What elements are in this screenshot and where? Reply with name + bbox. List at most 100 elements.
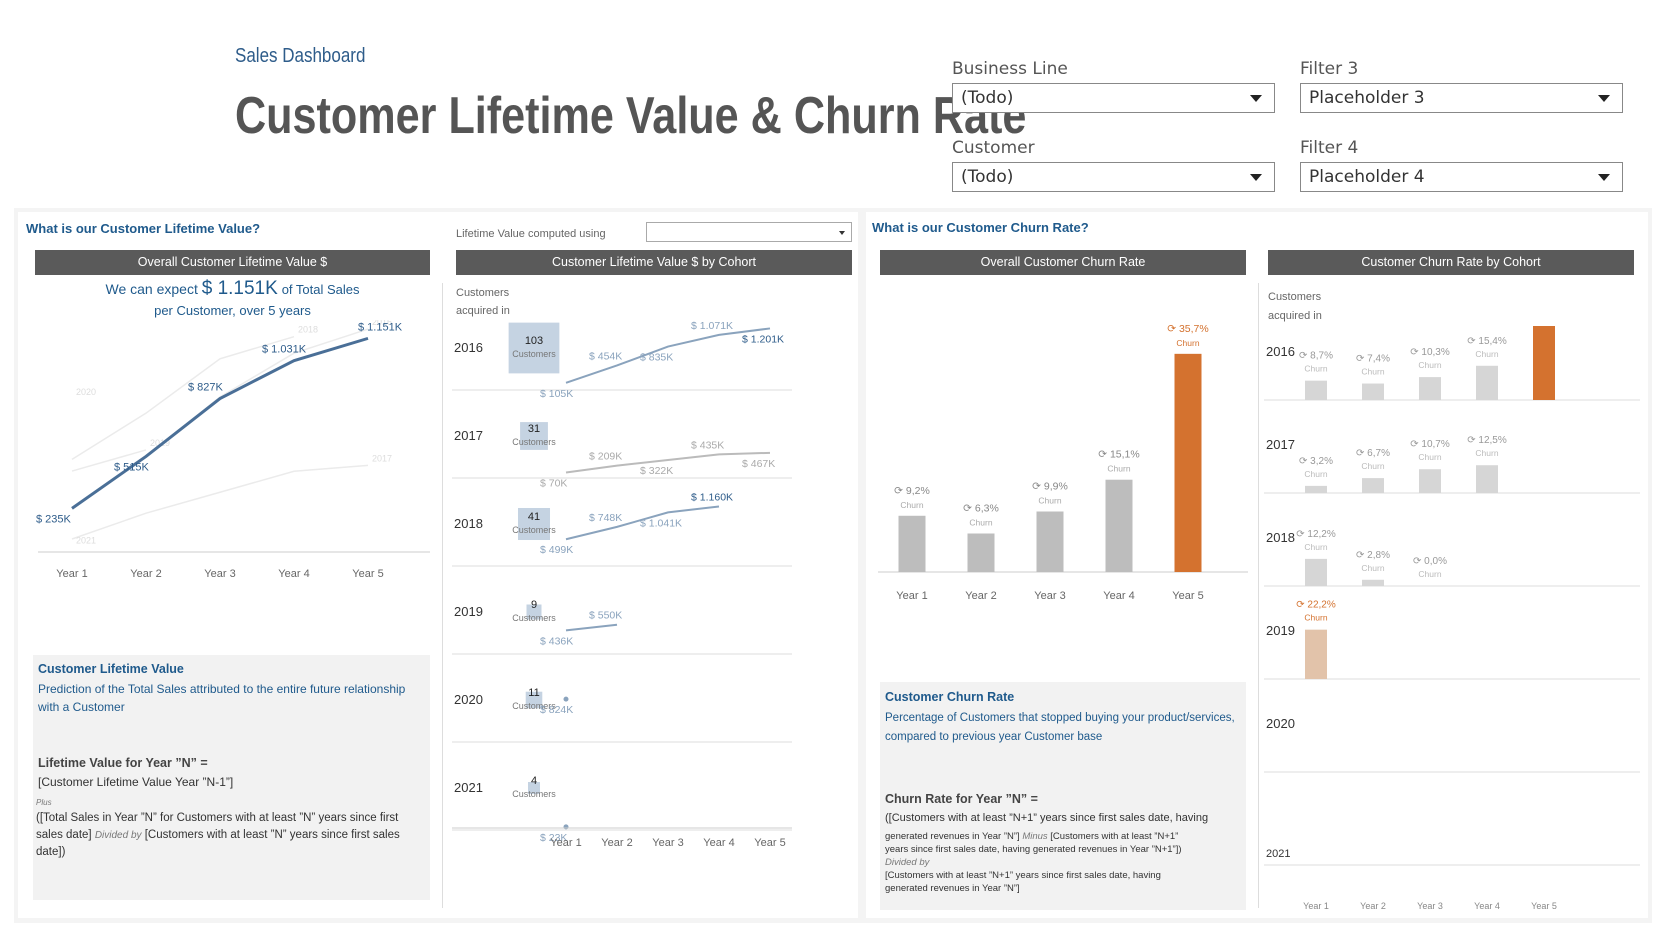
churn-formula-divided: Divided by	[885, 857, 930, 868]
cohort-year-label: 2018	[1266, 530, 1295, 545]
clv-line	[71, 336, 369, 510]
background-line-label: 2021	[76, 536, 96, 546]
cohort-line	[565, 327, 771, 384]
cohort-year-label: 2020	[1266, 716, 1295, 731]
cohort-line	[565, 623, 618, 632]
data-label: ⟳ 6,3%	[963, 503, 999, 515]
chevron-down-icon	[1250, 95, 1262, 102]
data-label: ⟳ 7,4%	[1356, 354, 1390, 365]
x-tick-label: Year 5	[754, 837, 785, 849]
data-label: $ 515K	[114, 461, 150, 473]
data-label: $ 23K	[540, 832, 567, 844]
x-tick-label: Year 2	[965, 590, 996, 602]
customer-count: 31	[528, 423, 540, 435]
churn-word: Churn	[1475, 349, 1498, 359]
filter-business-line-label: Business Line	[952, 59, 1068, 79]
churn-bar	[1174, 353, 1202, 572]
data-label: ⟳ 9,2%	[894, 485, 930, 497]
churn-question: What is our Customer Churn Rate?	[872, 220, 1089, 235]
churn-word: Churn	[1418, 452, 1441, 462]
customers-word: Customers	[512, 525, 556, 535]
data-label: $ 70K	[540, 478, 567, 490]
clv-formula-line2a: ([Total Sales in Year ”N” for Customers …	[36, 812, 399, 841]
divider	[1258, 283, 1259, 908]
x-tick-label: Year 4	[1474, 901, 1500, 911]
customer-count-box	[520, 422, 548, 450]
data-label: $ 827K	[188, 382, 224, 394]
data-label: ⟳ 12,5%	[1467, 435, 1507, 446]
cohort-line	[565, 451, 771, 474]
data-label: ⟳ 0,0%	[1413, 556, 1447, 567]
churn-formula-line2b: [Customers with at least ”N+1”	[1050, 831, 1179, 842]
x-tick-label: Year 2	[1360, 901, 1386, 911]
cohort-year-label: 2019	[454, 604, 483, 619]
data-label: $ 235K	[36, 513, 72, 525]
churn-bar	[1105, 479, 1133, 572]
data-label: $ 436K	[540, 635, 573, 647]
clv-formula-line1: [Customer Lifetime Value Year ”N-1”]	[38, 775, 234, 789]
data-label: $ 1.160K	[691, 491, 733, 503]
churn-bar	[1476, 465, 1498, 493]
cohort-year-label: 2017	[1266, 437, 1295, 452]
churn-bar	[1036, 511, 1064, 572]
churn-def-text: Percentage of Customers that stopped buy…	[885, 712, 1235, 743]
filter-4-select[interactable]: Placeholder 4	[1300, 162, 1623, 192]
cohort-year-label: 2017	[454, 428, 483, 443]
x-tick-label: Year 1	[56, 568, 87, 580]
churn-word: Churn	[1418, 360, 1441, 370]
churn-bar	[1362, 478, 1384, 493]
cohort-year-label: 2016	[454, 340, 483, 355]
churn-word: Churn	[1038, 496, 1061, 506]
clv-cohort-chart: 2016 103 Customers $ 105K $ 454K $ 835K $ 1.07…	[452, 320, 792, 849]
cohort-year-label: 2018	[454, 516, 483, 531]
background-line-label: 2019	[150, 438, 170, 448]
clv-expect-value: $ 1.151K	[201, 278, 278, 299]
data-label: $ 550K	[589, 610, 622, 622]
customer-count: 4	[531, 775, 537, 787]
churn-word: Churn	[969, 518, 992, 528]
churn-bar	[1419, 377, 1441, 400]
x-tick-label: Year 4	[278, 568, 309, 580]
background-line-label: 2020	[76, 387, 96, 397]
filter-customer-select[interactable]: (Todo)	[952, 162, 1275, 192]
churn-word: Churn	[1361, 563, 1384, 573]
clv-overall-chart: 2016 2017 2018 2019 2020 2021 $ 235K $ 515K $ 82…	[36, 320, 430, 580]
customers-word: Customers	[512, 349, 556, 359]
churn-bar	[1476, 365, 1498, 400]
background-line-label: 2018	[298, 325, 318, 335]
clv-expect-line1: We can expect $ 1.151K of Total Sales	[35, 278, 430, 300]
clv-formula-divided: Divided by	[94, 830, 142, 841]
filter-3-label: Filter 3	[1300, 59, 1359, 79]
x-tick-label: Year 3	[1417, 901, 1443, 911]
data-label: ⟳ 12,2%	[1296, 529, 1336, 540]
data-label: $ 1.151K	[358, 321, 403, 333]
filter-business-line-select[interactable]: (Todo)	[952, 83, 1275, 113]
x-tick-label: Year 5	[1531, 901, 1557, 911]
chevron-down-icon	[1250, 174, 1262, 181]
customer-count: 11	[528, 687, 539, 699]
filter-4-label: Filter 4	[1300, 138, 1359, 158]
background-line-2016	[71, 328, 369, 509]
data-label: $ 105K	[540, 388, 573, 400]
churn-overall-chart: ⟳ 9,2% Churn Year 1 ⟳ 6,3% Churn Year 2 ⟳ 9,9%…	[878, 323, 1248, 602]
x-tick-label: Year 5	[1172, 590, 1203, 602]
filter-3-select[interactable]: Placeholder 3	[1300, 83, 1623, 113]
customer-count-box	[517, 507, 551, 541]
churn-word: Churn	[1304, 613, 1327, 623]
churn-bar	[1533, 326, 1555, 400]
customers-word: Customers	[512, 437, 556, 447]
churn-bar	[1362, 383, 1384, 400]
churn-overall-header: Overall Customer Churn Rate	[880, 250, 1246, 275]
churn-word: Churn	[1361, 367, 1384, 377]
x-tick-label: Year 3	[1034, 590, 1065, 602]
chevron-down-icon	[839, 231, 845, 235]
x-tick-label: Year 3	[204, 568, 235, 580]
churn-definition-box: Customer Churn Rate Percentage of Custom…	[880, 682, 1246, 910]
churn-formula-title: Churn Rate for Year ”N” =	[885, 792, 1038, 806]
customer-count-box	[508, 322, 560, 374]
clv-cohort-header: Customer Lifetime Value $ by Cohort	[456, 250, 852, 275]
x-tick-label: Year 1	[550, 837, 581, 849]
clv-computed-select[interactable]	[646, 222, 852, 242]
churn-word: Churn	[1176, 338, 1199, 348]
data-label: ⟳ 6,7%	[1356, 448, 1390, 459]
